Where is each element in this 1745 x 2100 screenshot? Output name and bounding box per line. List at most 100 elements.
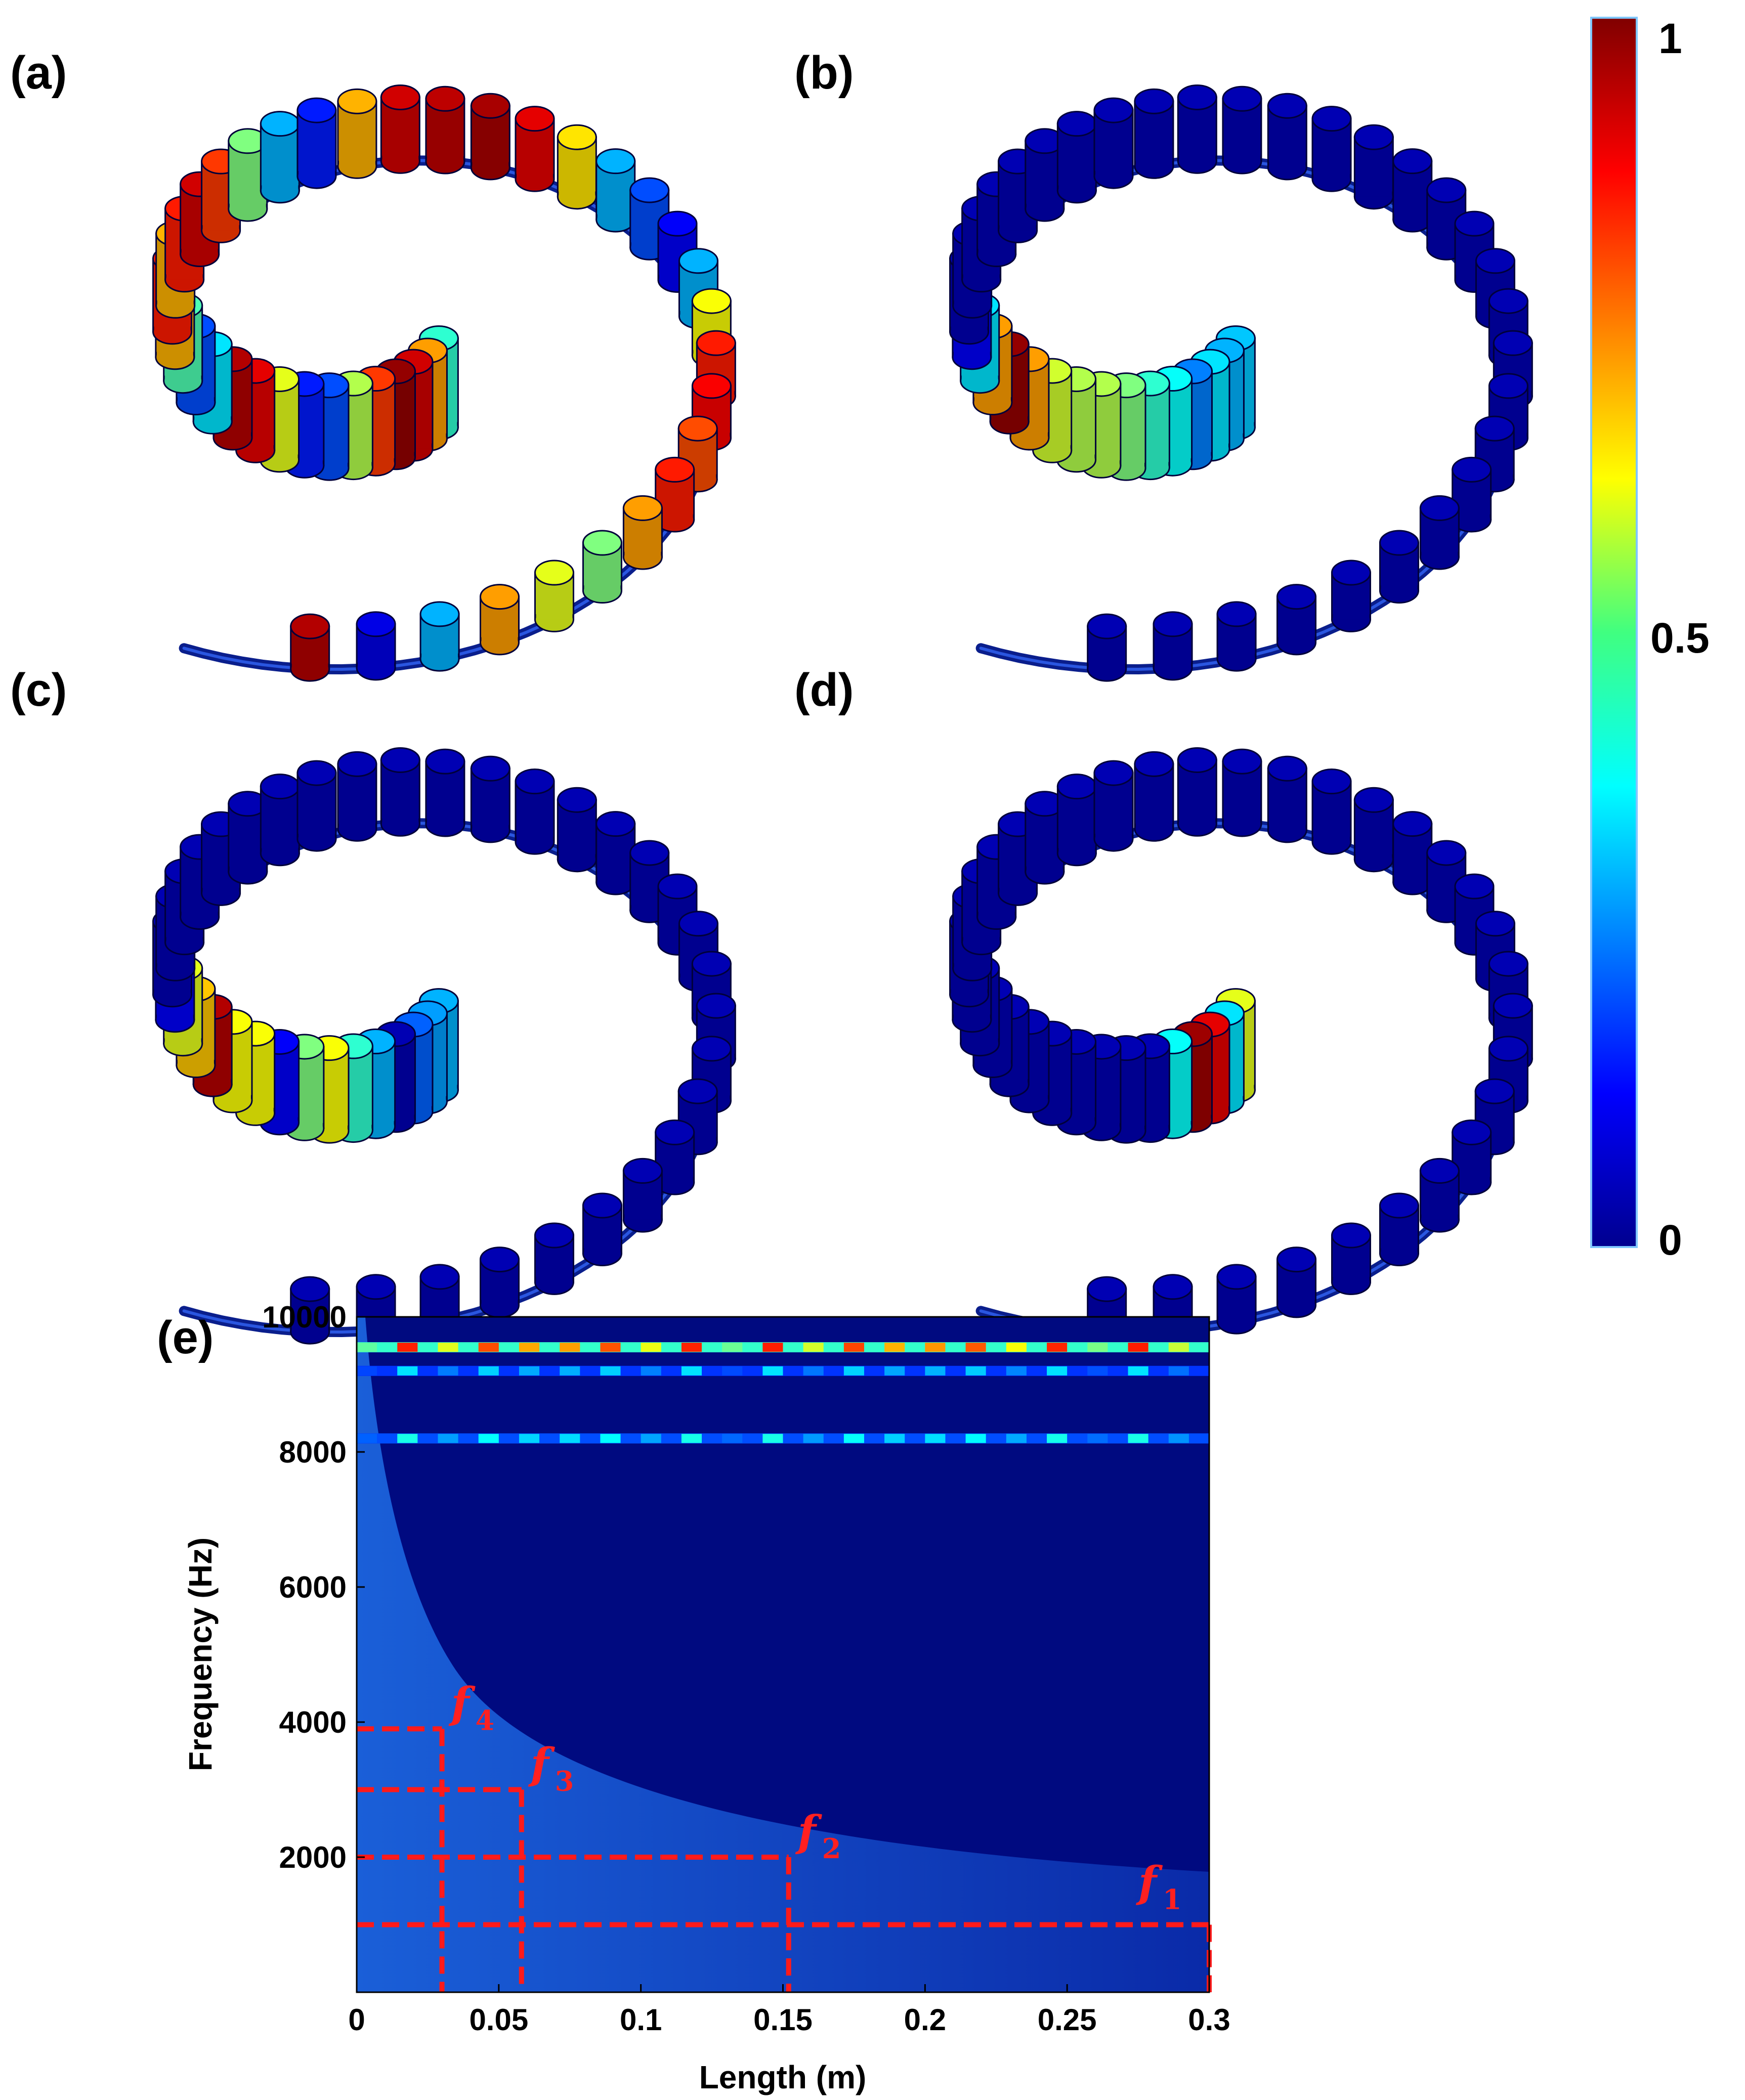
resonator [1222, 748, 1262, 837]
resonator [260, 111, 300, 204]
resonator [1276, 1247, 1316, 1318]
resonator [1353, 124, 1394, 210]
y-axis-title: Frequency (Hz) [182, 1537, 219, 1771]
resonator [534, 1222, 574, 1295]
x-tick-label: 0.05 [469, 2003, 528, 2037]
resonator [470, 755, 510, 843]
resonator [296, 97, 337, 189]
x-tick-label: 0 [348, 2003, 365, 2037]
resonator [290, 613, 330, 682]
resonator [1216, 601, 1257, 672]
x-tick-label: 0.3 [1188, 2003, 1230, 2037]
heatmap-chart: (e) f 4f 3f 2f 1 0 0.05 0.1 0.15 0.2 0.25 0.320004… [157, 1300, 1230, 2095]
spiral-panel-b: (b) [794, 47, 1533, 682]
colorbar-min-label: 0 [1658, 1216, 1682, 1264]
resonator [1353, 787, 1394, 873]
spiral-panel-d: (d) [794, 664, 1533, 1345]
resonator [1093, 760, 1134, 852]
resonator [1267, 755, 1307, 843]
resonator [1276, 584, 1316, 656]
colorbar-max-label: 1 [1658, 15, 1682, 62]
resonator [622, 495, 663, 570]
resonator [470, 93, 510, 181]
resonator [1081, 371, 1122, 479]
resonator [1379, 1192, 1419, 1266]
marker-subscript: 1 [1163, 1883, 1182, 1916]
resonator [425, 748, 465, 837]
plot-frame [356, 1316, 1210, 1993]
resonator [1177, 747, 1217, 837]
resonator [595, 148, 636, 233]
resonator [1419, 1158, 1460, 1233]
panel-label: (b) [794, 47, 854, 99]
resonator [228, 128, 268, 222]
y-tick-label: 2000 [279, 1840, 347, 1874]
spiral-panel-c: (c) [10, 664, 736, 1345]
resonator [1331, 560, 1371, 632]
frequency-band [357, 1342, 1209, 1353]
resonator [515, 768, 555, 855]
resonator [1177, 84, 1217, 174]
resonator [337, 751, 377, 842]
resonator [1419, 495, 1460, 570]
marker-subscript: 2 [822, 1832, 841, 1865]
resonator [595, 811, 636, 895]
resonator [1331, 1222, 1371, 1295]
resonator [582, 530, 622, 604]
resonator [296, 760, 337, 852]
low-frequency-decay-region [357, 1317, 1209, 1992]
x-tick-label: 0.1 [620, 2003, 662, 2037]
resonator [1025, 791, 1065, 885]
colorbar: 1 0.5 0 [1590, 15, 1710, 1264]
marker-subscript: 4 [476, 1704, 495, 1736]
resonator [260, 774, 300, 867]
spiral-panel-a: (a) [10, 47, 736, 682]
resonator [425, 85, 465, 175]
resonator [1056, 774, 1097, 867]
resonator [515, 106, 555, 192]
resonator [582, 1192, 622, 1266]
resonator [557, 124, 597, 210]
resonator [557, 787, 597, 873]
y-tick-label: 6000 [279, 1570, 347, 1604]
colorbar-mid-label: 0.5 [1650, 614, 1710, 662]
panel-label: (e) [157, 1312, 214, 1363]
resonator [1056, 111, 1097, 204]
frequency-band [357, 1365, 1209, 1376]
y-tick-label: 8000 [279, 1435, 347, 1469]
resonator [1392, 811, 1433, 895]
resonator [1134, 751, 1174, 842]
resonator [290, 1276, 330, 1345]
y-tick-label: 10000 [262, 1300, 347, 1334]
resonator [337, 88, 377, 179]
resonator [1267, 93, 1307, 181]
frequency-band [357, 1433, 1209, 1444]
resonator [1134, 88, 1174, 179]
resonator [1093, 97, 1134, 189]
resonator [380, 84, 420, 174]
resonator [479, 584, 520, 656]
resonator [622, 1158, 663, 1233]
resonator [1025, 128, 1065, 222]
resonator [1216, 1264, 1257, 1335]
panel-label: (a) [10, 47, 67, 99]
colorbar-gradient [1590, 17, 1638, 1248]
resonator [1087, 613, 1127, 682]
panel-label: (c) [10, 664, 67, 716]
y-tick-label: 4000 [279, 1705, 347, 1739]
marker-subscript: 3 [555, 1765, 574, 1797]
resonator [356, 611, 396, 681]
x-tick-label: 0.15 [753, 2003, 813, 2037]
resonator [419, 601, 460, 672]
resonator [1153, 611, 1193, 681]
resonator [534, 560, 574, 632]
resonator [380, 747, 420, 837]
x-tick-label: 0.25 [1038, 2003, 1097, 2037]
resonator [1311, 768, 1352, 855]
resonator [1392, 148, 1433, 233]
x-axis-title: Length (m) [699, 2059, 867, 2095]
x-tick-label: 0.2 [904, 2003, 946, 2037]
resonator [1222, 85, 1262, 175]
resonator [479, 1247, 520, 1318]
